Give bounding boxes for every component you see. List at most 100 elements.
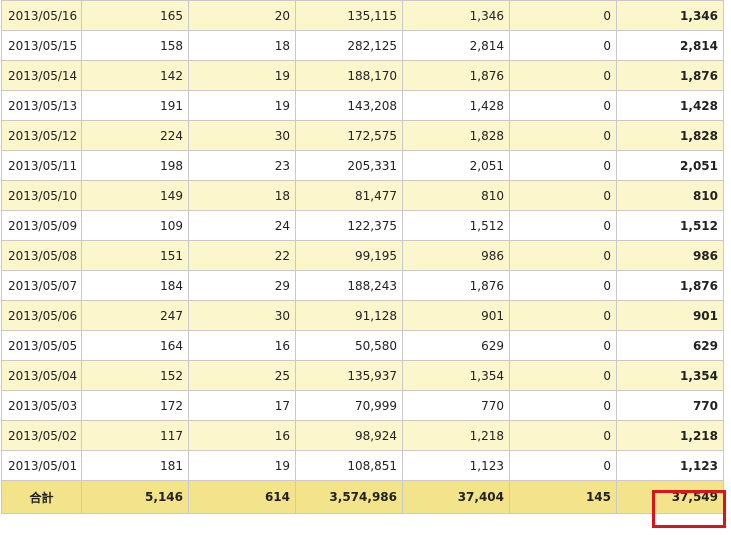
col-2-cell: 16 xyxy=(188,420,296,451)
col-5-cell: 0 xyxy=(509,210,617,241)
col-5-cell: 0 xyxy=(509,360,617,391)
col-4-cell: 1,876 xyxy=(402,270,510,301)
col-5-cell: 0 xyxy=(509,60,617,91)
col-4-cell: 629 xyxy=(402,330,510,361)
table-body: 2013/05/16 165 20 135,115 1,346 0 1,346 2013/05… xyxy=(1,0,724,481)
col-3-cell: 172,575 xyxy=(295,120,403,151)
total-cell: 901 xyxy=(616,300,724,331)
col-2-cell: 16 xyxy=(188,330,296,361)
col-2-cell: 30 xyxy=(188,300,296,331)
col-2-cell: 24 xyxy=(188,210,296,241)
col-2-cell: 29 xyxy=(188,270,296,301)
summary-row: 合計 5,146 614 3,574,986 37,404 145 37,549 xyxy=(1,480,724,514)
col-3-cell: 81,477 xyxy=(295,180,403,211)
table-row: 2013/05/03 172 17 70,999 770 0 770 xyxy=(1,390,724,421)
col-3-cell: 188,170 xyxy=(295,60,403,91)
col-3-cell: 50,580 xyxy=(295,330,403,361)
col-5-cell: 0 xyxy=(509,90,617,121)
col-4-cell: 1,828 xyxy=(402,120,510,151)
col-4-cell: 1,123 xyxy=(402,450,510,481)
col-1-cell: 109 xyxy=(81,210,189,241)
summary-col-3: 3,574,986 xyxy=(295,480,403,514)
col-4-cell: 1,354 xyxy=(402,360,510,391)
col-3-cell: 282,125 xyxy=(295,30,403,61)
col-4-cell: 2,814 xyxy=(402,30,510,61)
col-3-cell: 91,128 xyxy=(295,300,403,331)
summary-col-5: 145 xyxy=(509,480,617,514)
col-4-cell: 2,051 xyxy=(402,150,510,181)
table-row: 2013/05/14 142 19 188,170 1,876 0 1,876 xyxy=(1,60,724,91)
col-3-cell: 188,243 xyxy=(295,270,403,301)
total-cell: 2,051 xyxy=(616,150,724,181)
col-5-cell: 0 xyxy=(509,240,617,271)
col-1-cell: 164 xyxy=(81,330,189,361)
date-cell: 2013/05/09 xyxy=(1,210,82,241)
date-cell: 2013/05/14 xyxy=(1,60,82,91)
col-3-cell: 98,924 xyxy=(295,420,403,451)
total-cell: 986 xyxy=(616,240,724,271)
col-5-cell: 0 xyxy=(509,150,617,181)
col-1-cell: 149 xyxy=(81,180,189,211)
col-3-cell: 122,375 xyxy=(295,210,403,241)
date-cell: 2013/05/12 xyxy=(1,120,82,151)
col-5-cell: 0 xyxy=(509,330,617,361)
col-4-cell: 770 xyxy=(402,390,510,421)
col-2-cell: 22 xyxy=(188,240,296,271)
total-cell: 1,876 xyxy=(616,60,724,91)
col-2-cell: 23 xyxy=(188,150,296,181)
col-4-cell: 1,346 xyxy=(402,0,510,31)
date-cell: 2013/05/16 xyxy=(1,0,82,31)
col-1-cell: 142 xyxy=(81,60,189,91)
summary-col-2: 614 xyxy=(188,480,296,514)
col-2-cell: 17 xyxy=(188,390,296,421)
col-4-cell: 986 xyxy=(402,240,510,271)
table-row: 2013/05/12 224 30 172,575 1,828 0 1,828 xyxy=(1,120,724,151)
date-cell: 2013/05/06 xyxy=(1,300,82,331)
summary-col-1: 5,146 xyxy=(81,480,189,514)
total-cell: 1,512 xyxy=(616,210,724,241)
col-1-cell: 181 xyxy=(81,450,189,481)
col-2-cell: 18 xyxy=(188,180,296,211)
col-3-cell: 205,331 xyxy=(295,150,403,181)
table-row: 2013/05/16 165 20 135,115 1,346 0 1,346 xyxy=(1,0,724,31)
date-cell: 2013/05/11 xyxy=(1,150,82,181)
col-3-cell: 135,937 xyxy=(295,360,403,391)
daily-report-table: 2013/05/16 165 20 135,115 1,346 0 1,346 2013/05… xyxy=(1,0,724,514)
date-cell: 2013/05/02 xyxy=(1,420,82,451)
col-4-cell: 1,218 xyxy=(402,420,510,451)
col-1-cell: 165 xyxy=(81,0,189,31)
col-5-cell: 0 xyxy=(509,30,617,61)
table-row: 2013/05/11 198 23 205,331 2,051 0 2,051 xyxy=(1,150,724,181)
col-1-cell: 172 xyxy=(81,390,189,421)
col-5-cell: 0 xyxy=(509,420,617,451)
col-2-cell: 25 xyxy=(188,360,296,391)
col-4-cell: 901 xyxy=(402,300,510,331)
col-2-cell: 30 xyxy=(188,120,296,151)
col-3-cell: 135,115 xyxy=(295,0,403,31)
col-1-cell: 224 xyxy=(81,120,189,151)
date-cell: 2013/05/05 xyxy=(1,330,82,361)
col-1-cell: 191 xyxy=(81,90,189,121)
col-5-cell: 0 xyxy=(509,450,617,481)
table-row: 2013/05/04 152 25 135,937 1,354 0 1,354 xyxy=(1,360,724,391)
col-2-cell: 19 xyxy=(188,450,296,481)
col-3-cell: 70,999 xyxy=(295,390,403,421)
total-cell: 1,218 xyxy=(616,420,724,451)
total-cell: 810 xyxy=(616,180,724,211)
total-cell: 1,876 xyxy=(616,270,724,301)
col-5-cell: 0 xyxy=(509,390,617,421)
col-4-cell: 1,428 xyxy=(402,90,510,121)
table-row: 2013/05/13 191 19 143,208 1,428 0 1,428 xyxy=(1,90,724,121)
col-5-cell: 0 xyxy=(509,180,617,211)
col-2-cell: 19 xyxy=(188,60,296,91)
col-3-cell: 108,851 xyxy=(295,450,403,481)
col-5-cell: 0 xyxy=(509,120,617,151)
total-cell: 770 xyxy=(616,390,724,421)
total-cell: 1,346 xyxy=(616,0,724,31)
col-1-cell: 152 xyxy=(81,360,189,391)
table-row: 2013/05/01 181 19 108,851 1,123 0 1,123 xyxy=(1,450,724,481)
col-1-cell: 247 xyxy=(81,300,189,331)
col-4-cell: 810 xyxy=(402,180,510,211)
col-1-cell: 151 xyxy=(81,240,189,271)
